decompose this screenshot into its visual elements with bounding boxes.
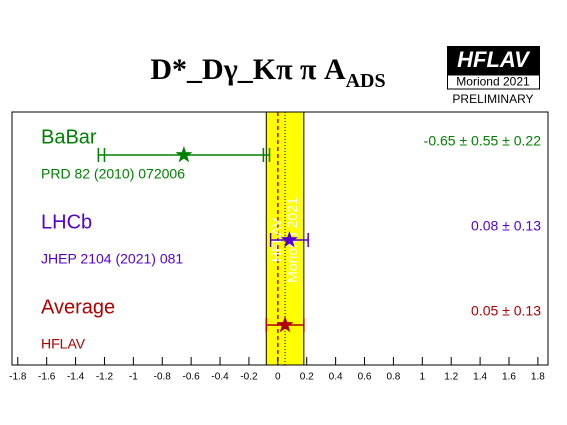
x-tick-label: 0.8 — [386, 372, 400, 383]
x-tick-label: -1.6 — [38, 372, 56, 383]
logo-name: HFLAV — [457, 47, 531, 72]
x-tick-label: -1.4 — [67, 372, 85, 383]
value-label: 0.05 ± 0.13 — [471, 303, 541, 319]
title-main: D*_Dγ_Kπ π A — [150, 53, 346, 86]
measurement-reference: JHEP 2104 (2021) 081 — [41, 251, 183, 267]
x-tick-label: 1.2 — [444, 372, 458, 383]
x-tick-label: 0.4 — [329, 372, 343, 383]
value-label: 0.08 ± 0.13 — [471, 218, 541, 234]
x-tick-label: -1 — [129, 372, 138, 383]
x-tick-label: 0.6 — [358, 372, 372, 383]
logo-box — [447, 46, 540, 75]
x-tick-label: -1.8 — [9, 372, 27, 383]
x-tick-label: -0.4 — [211, 372, 229, 383]
measurement-name: Average — [41, 296, 115, 318]
x-tick-label: 0 — [275, 372, 281, 383]
chart-title: D*_Dγ_Kπ π AADS — [150, 53, 385, 92]
logo-sub-box — [447, 74, 540, 90]
x-tick-label: -0.6 — [183, 372, 201, 383]
value-label: -0.65 ± 0.55 ± 0.22 — [424, 133, 542, 149]
central-value — [280, 231, 298, 248]
plot-frame — [11, 111, 549, 366]
x-tick-label: 1 — [420, 372, 426, 383]
x-tick-label: -0.8 — [154, 372, 172, 383]
x-tick-label: -1.2 — [96, 372, 114, 383]
logo-conference: Moriond 2021 — [456, 75, 530, 89]
title-subscript: ADS — [346, 70, 386, 92]
x-tick-label: 1.6 — [502, 372, 516, 383]
measurement-name: LHCb — [41, 211, 92, 233]
x-tick-label: 1.8 — [531, 372, 545, 383]
measurement-reference: HFLAV — [41, 336, 86, 352]
logo-status: PRELIMINARY — [452, 92, 533, 106]
central-value — [175, 146, 193, 163]
x-tick-label: 0.2 — [300, 372, 314, 383]
x-tick-label: 1.4 — [473, 372, 487, 383]
central-value — [276, 316, 294, 333]
measurement-reference: PRD 82 (2010) 072006 — [41, 166, 185, 182]
measurement-name: BaBar — [41, 126, 97, 148]
x-tick-label: -0.2 — [240, 372, 258, 383]
